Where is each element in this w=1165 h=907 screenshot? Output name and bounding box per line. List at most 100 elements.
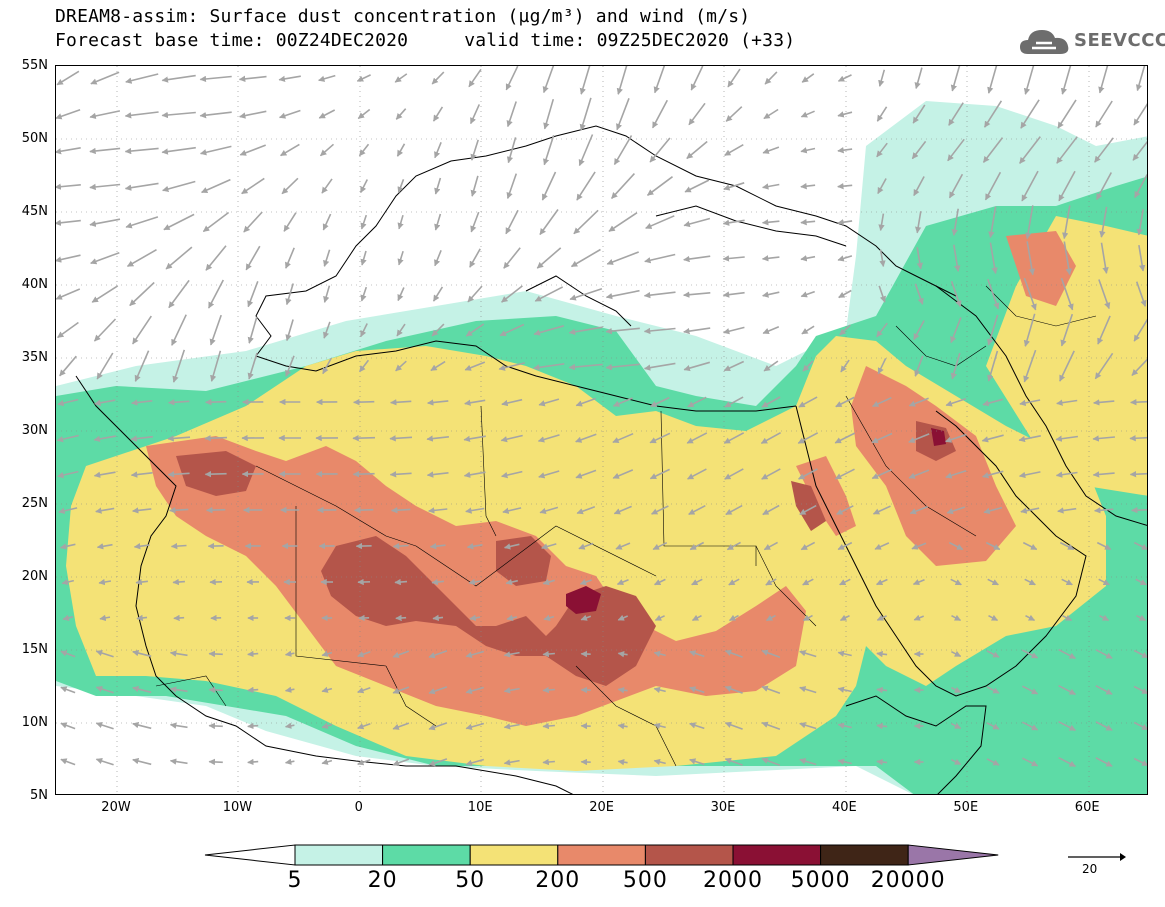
wind-arrow <box>911 542 927 550</box>
wind-arrow <box>392 758 410 766</box>
wind-arrow <box>649 468 670 480</box>
wind-arrow <box>135 578 148 586</box>
wind-arrow <box>653 66 666 94</box>
wind-arrow <box>802 360 814 372</box>
wind-arrow <box>762 291 780 298</box>
wind-arrow <box>763 108 779 120</box>
wind-arrow <box>205 245 227 271</box>
wind-arrow <box>987 578 999 586</box>
latitude-label: 55N <box>21 58 48 73</box>
wind-arrow <box>1135 281 1147 307</box>
wind-arrow <box>989 242 998 275</box>
wind-arrow <box>653 650 666 658</box>
colorbar-label: 200 <box>535 868 581 893</box>
wind-arrow <box>687 468 707 480</box>
wind-arrow <box>654 578 666 586</box>
wind-arrow <box>643 362 676 371</box>
wind-arrow <box>982 137 1004 163</box>
latitude-label: 5N <box>30 788 48 803</box>
latitude-label: 20N <box>21 569 48 584</box>
wind-arrow <box>800 110 815 118</box>
wind-arrow <box>1056 136 1078 164</box>
wind-arrow <box>434 250 442 267</box>
wind-arrow <box>838 289 852 299</box>
wind-arrow <box>95 649 114 658</box>
wind-arrow <box>357 759 371 766</box>
wind-arrow <box>283 212 297 232</box>
wind-arrow <box>575 433 597 443</box>
wind-arrow <box>578 134 594 167</box>
longitude-label: 0 <box>354 800 363 815</box>
wind-arrow <box>761 468 781 480</box>
wind-arrow <box>1095 172 1113 201</box>
wind-arrow <box>652 541 668 551</box>
wind-arrow <box>764 71 778 85</box>
wind-arrow <box>321 650 333 657</box>
wind-arrow <box>1022 757 1039 767</box>
wind-arrow <box>285 247 295 269</box>
wind-arrow <box>322 358 332 375</box>
wind-arrow <box>1022 721 1039 731</box>
wind-arrow <box>395 614 407 622</box>
wind-arrow <box>797 432 819 444</box>
wind-arrow <box>876 722 888 730</box>
wind-arrow <box>360 250 367 266</box>
wind-arrow <box>1058 648 1076 660</box>
wind-arrow <box>878 285 886 303</box>
wind-arrow <box>763 541 778 551</box>
wind-arrow <box>1055 471 1078 478</box>
wind-arrow <box>506 101 517 128</box>
wind-arrow <box>278 109 301 119</box>
wind-arrow <box>428 758 448 767</box>
wind-arrow <box>570 248 601 268</box>
wind-arrow <box>1136 614 1147 622</box>
wind-arrow <box>1060 313 1074 347</box>
wind-arrow <box>470 211 480 233</box>
wind-arrow <box>1099 614 1110 622</box>
wind-arrow <box>1131 358 1147 376</box>
wind-arrow <box>914 355 924 377</box>
wind-arrow <box>397 179 405 194</box>
wind-arrow <box>950 66 961 92</box>
longitude-label: 40E <box>832 800 857 815</box>
wind-arrow <box>691 578 703 586</box>
latitude-label: 40N <box>21 277 48 292</box>
wind-arrow <box>428 722 448 731</box>
wind-arrow <box>683 327 711 335</box>
colorbar-cell <box>382 844 471 866</box>
wind-arrow <box>502 507 522 514</box>
wind-arrow <box>161 111 196 119</box>
wind-arrow <box>132 507 152 514</box>
wind-arrow <box>499 323 525 337</box>
wind-arrow <box>126 249 157 267</box>
wind-arrow <box>469 614 481 622</box>
wind-arrow <box>688 102 706 126</box>
wind-arrow <box>171 314 187 346</box>
wind-arrow <box>951 208 959 236</box>
colorbar-cell <box>644 844 734 866</box>
wind-arrow <box>62 614 74 621</box>
wind-arrow <box>503 247 521 269</box>
wind-arrow <box>57 398 79 407</box>
wind-arrow <box>945 397 967 407</box>
wind-arrow <box>534 286 564 302</box>
wind-arrow <box>1062 205 1071 240</box>
wind-arrow <box>465 507 485 514</box>
wind-arrow <box>129 281 155 307</box>
wind-arrow <box>653 758 666 766</box>
wind-arrow <box>1055 435 1079 442</box>
wind-arrow <box>1135 578 1147 586</box>
wind-arrow <box>611 173 635 199</box>
wind-arrow <box>360 323 368 338</box>
wind-arrow <box>96 543 113 550</box>
wind-arrow <box>1057 99 1077 129</box>
wind-arrow <box>1133 103 1147 126</box>
wind-arrow <box>653 722 666 730</box>
wind-arrow <box>354 506 374 514</box>
wind-arrow <box>1092 435 1115 442</box>
wind-arrow <box>169 686 188 693</box>
wind-arrow <box>500 434 523 443</box>
wind-arrow <box>689 758 705 766</box>
wind-arrow <box>1095 721 1113 731</box>
valid-time: valid time: 09Z25DEC2020 (+33) <box>464 30 796 51</box>
